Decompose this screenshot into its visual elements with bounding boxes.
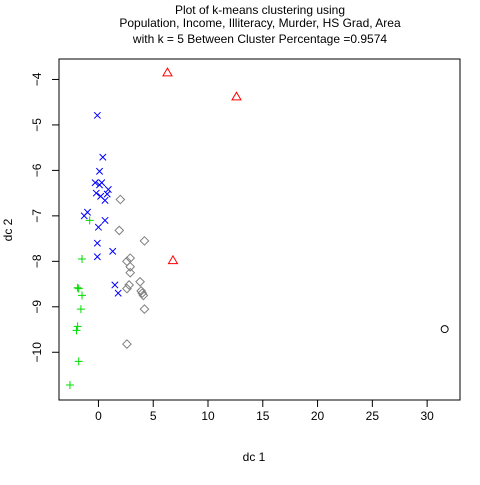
diamond-point bbox=[135, 276, 145, 287]
x-point bbox=[99, 153, 107, 161]
x-tick-label: 0 bbox=[95, 409, 102, 423]
chart-title: Plot of k-means clustering using Populat… bbox=[119, 3, 401, 46]
diamond-point bbox=[137, 288, 148, 299]
x-point bbox=[93, 253, 101, 261]
diamond-point bbox=[139, 304, 150, 314]
diamond-point bbox=[136, 285, 147, 296]
y-tick-label: −6 bbox=[30, 163, 44, 177]
chart-title-line-2: Population, Income, Illiteracy, Murder, … bbox=[119, 16, 401, 30]
x-axis: 0 5 10 15 20 25 30 bbox=[95, 399, 434, 423]
diamond-point bbox=[114, 225, 125, 236]
x-tick-label: 20 bbox=[311, 409, 325, 423]
plus-point bbox=[78, 291, 87, 300]
diamond-point bbox=[125, 261, 136, 272]
chart-title-line-3: with k = 5 Between Cluster Percentage =0… bbox=[132, 32, 387, 46]
plus-point bbox=[76, 305, 85, 314]
x-point bbox=[111, 281, 119, 289]
x-axis-label: dc 1 bbox=[243, 450, 266, 464]
plus-point bbox=[73, 322, 82, 331]
x-point bbox=[93, 111, 101, 119]
plus-point bbox=[85, 216, 94, 225]
x-point bbox=[114, 289, 122, 297]
y-tick-label: −10 bbox=[30, 342, 44, 363]
y-tick-label: −4 bbox=[30, 72, 44, 86]
x-point bbox=[91, 179, 99, 187]
y-axis: −4 −5 −6 −7 −8 −9 −10 bbox=[30, 72, 60, 363]
x-point bbox=[95, 181, 104, 189]
x-point bbox=[92, 189, 100, 197]
x-tick-label: 30 bbox=[420, 409, 434, 423]
x-point bbox=[94, 223, 102, 231]
diamond-point bbox=[125, 267, 136, 278]
circle-point bbox=[440, 325, 449, 334]
triangle-point bbox=[162, 67, 173, 77]
y-tick-label: −7 bbox=[30, 209, 44, 223]
diamond-point bbox=[139, 235, 150, 246]
x-point bbox=[101, 216, 109, 224]
x-point bbox=[93, 239, 101, 247]
y-tick-label: −9 bbox=[30, 300, 44, 314]
plus-point bbox=[72, 326, 81, 335]
x-point bbox=[109, 247, 117, 255]
plot-frame bbox=[58, 58, 461, 401]
plus-point bbox=[74, 284, 83, 293]
plus-point bbox=[74, 357, 83, 366]
x-tick-label: 5 bbox=[150, 409, 157, 423]
diamond-point bbox=[124, 280, 135, 290]
plus-point bbox=[65, 380, 74, 389]
x-tick-label: 25 bbox=[366, 409, 380, 423]
x-tick-label: 15 bbox=[256, 409, 270, 423]
y-tick-label: −8 bbox=[30, 254, 44, 268]
triangle-point bbox=[167, 254, 179, 265]
triangle-point bbox=[231, 91, 242, 101]
data-points bbox=[65, 67, 449, 389]
x-point bbox=[95, 167, 104, 175]
x-point bbox=[101, 196, 109, 204]
diamond-point bbox=[122, 339, 132, 349]
diamond-point bbox=[138, 290, 149, 301]
chart-title-line-1: Plot of k-means clustering using bbox=[175, 3, 345, 17]
y-tick-label: −5 bbox=[30, 118, 44, 132]
x-point bbox=[104, 185, 112, 194]
x-tick-label: 10 bbox=[201, 409, 215, 423]
x-point bbox=[103, 190, 111, 198]
y-axis-label: dc 2 bbox=[1, 218, 15, 241]
plus-point bbox=[78, 255, 87, 264]
diamond-point bbox=[115, 194, 126, 205]
x-point bbox=[80, 212, 88, 220]
plus-point bbox=[73, 283, 82, 292]
diamond-point bbox=[122, 283, 132, 294]
